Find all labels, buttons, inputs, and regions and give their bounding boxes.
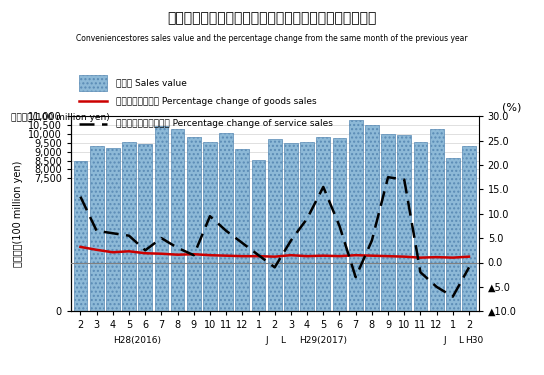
Bar	[236, 148, 249, 311]
Text: (%): (%)	[502, 102, 521, 112]
Text: （億円）(100 million yen): （億円）(100 million yen)	[13, 160, 23, 267]
Bar	[252, 160, 265, 311]
Bar	[446, 158, 460, 311]
Bar	[219, 133, 233, 311]
Text: L: L	[459, 336, 463, 345]
Text: 商品販売額増減率 Percentage change of goods sales: 商品販売額増減率 Percentage change of goods sale…	[115, 97, 316, 106]
Text: 販売額 Sales value: 販売額 Sales value	[115, 79, 187, 88]
Bar	[462, 146, 476, 311]
Bar	[154, 126, 168, 311]
Bar	[300, 142, 314, 311]
Text: J: J	[443, 336, 446, 345]
Bar	[430, 129, 443, 311]
Bar	[365, 125, 379, 311]
Bar	[73, 161, 88, 311]
Bar	[122, 142, 136, 311]
Text: J: J	[265, 336, 268, 345]
Text: H28(2016): H28(2016)	[113, 336, 161, 345]
Text: （億円）(100 million yen): （億円）(100 million yen)	[11, 112, 110, 122]
Bar	[317, 137, 330, 311]
Text: サービス売上高増減率 Percentage change of service sales: サービス売上高増減率 Percentage change of service …	[115, 119, 332, 128]
Bar	[79, 75, 107, 91]
Text: コンビニエンスストア販売額・前年同月比増減率の推移: コンビニエンスストア販売額・前年同月比増減率の推移	[168, 11, 376, 25]
Bar	[381, 134, 395, 311]
Bar	[397, 135, 411, 311]
Text: Conveniencestores sales value and the percentage change from the same month of t: Conveniencestores sales value and the pe…	[76, 34, 468, 43]
Text: H29(2017): H29(2017)	[299, 336, 347, 345]
Bar	[106, 148, 120, 311]
Bar	[203, 142, 217, 311]
Bar	[284, 143, 298, 311]
Text: H30: H30	[465, 336, 483, 345]
Bar	[90, 146, 103, 311]
Bar	[138, 144, 152, 311]
Bar	[413, 142, 428, 311]
Bar	[187, 137, 201, 311]
Bar	[171, 129, 184, 311]
Bar	[268, 139, 282, 311]
Bar	[332, 138, 347, 311]
Text: L: L	[280, 336, 285, 345]
Bar	[349, 120, 362, 311]
